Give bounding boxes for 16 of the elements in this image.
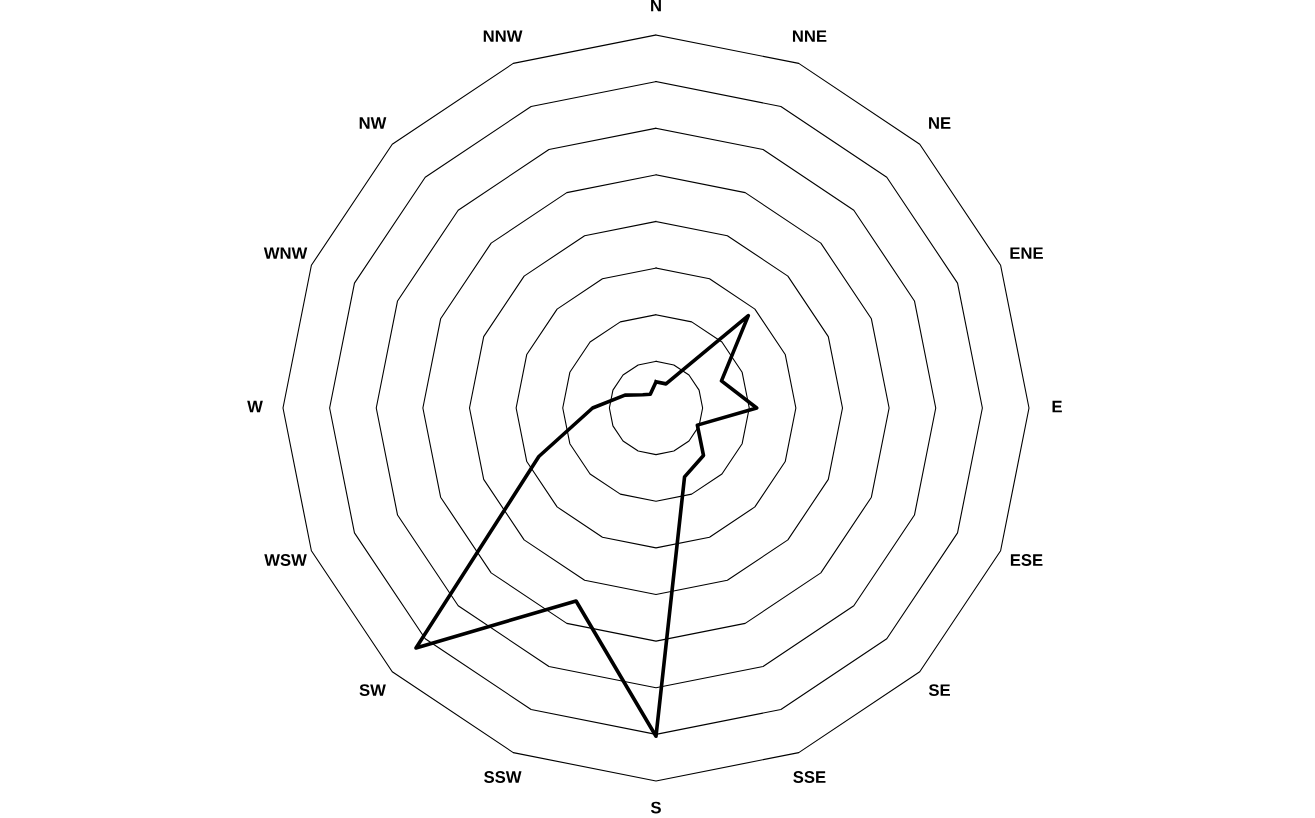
spoke-label: SSW [484, 771, 522, 783]
spoke-label: N [651, 0, 661, 12]
spoke-label: S [650, 801, 661, 814]
spoke-label: ENE [1010, 247, 1043, 259]
spoke-label: WSW [264, 554, 307, 566]
spoke-label: NE [929, 117, 951, 129]
spoke-label: NNE [792, 30, 827, 42]
spoke-label: NNW [483, 30, 523, 42]
spoke-label: WNW [263, 247, 308, 259]
spoke-label: ESE [1010, 554, 1043, 566]
spoke-label: NW [359, 117, 387, 129]
spoke-label: W [247, 400, 263, 413]
spoke-label: SSE [793, 771, 826, 783]
spoke-label: E [1052, 400, 1062, 413]
spoke-label: SE [928, 684, 950, 697]
spoke-label: SW [359, 684, 386, 697]
